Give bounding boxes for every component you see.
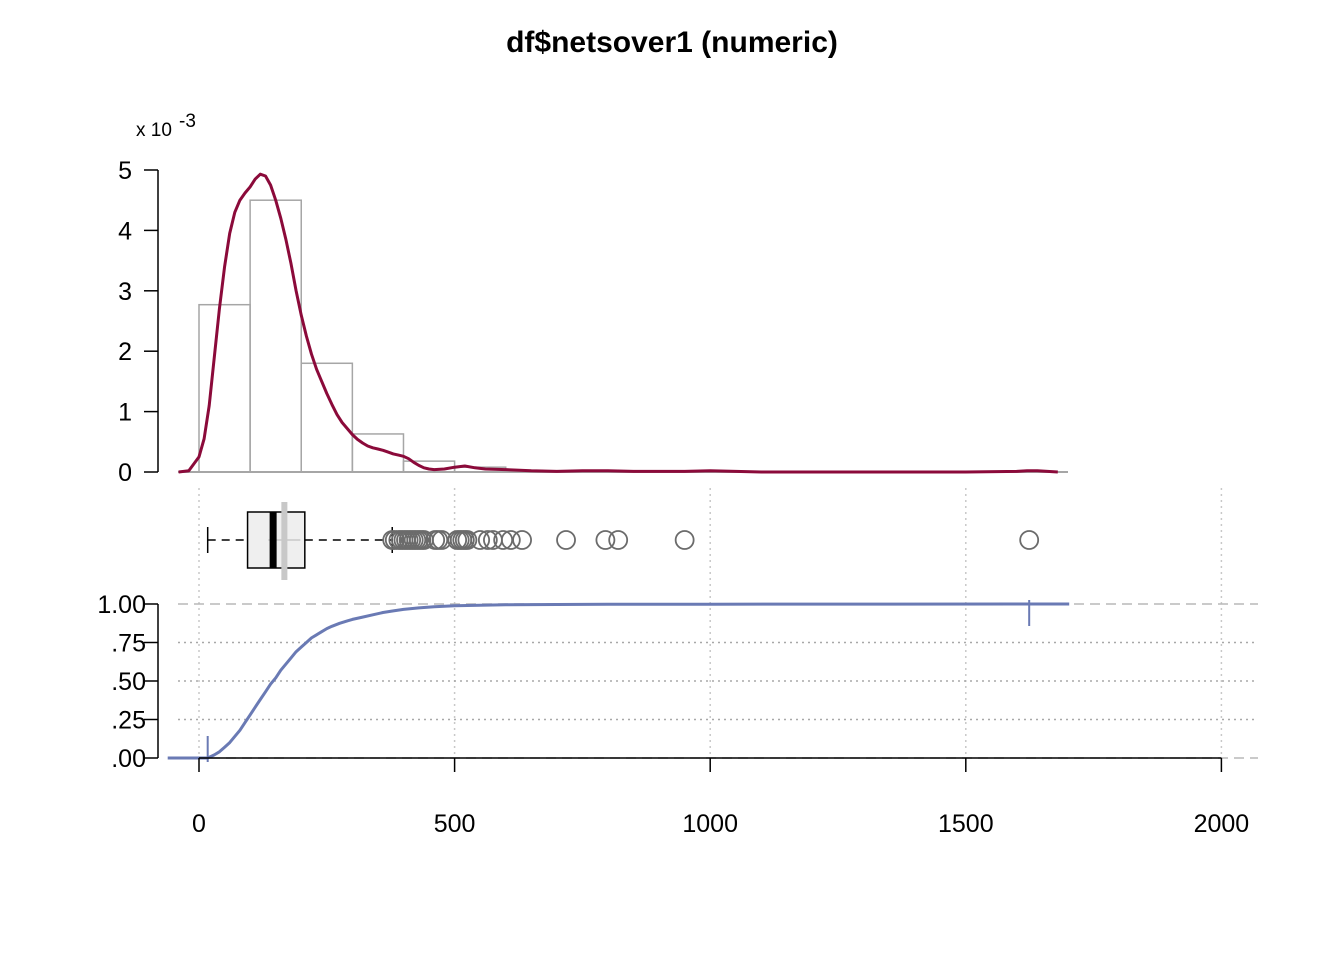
outlier-point xyxy=(457,530,478,550)
outlier-point xyxy=(595,530,616,550)
outlier-point xyxy=(493,530,514,550)
ecdf-curve xyxy=(167,602,1070,760)
histogram-y-tick-label: 3 xyxy=(118,278,132,306)
outlier-point xyxy=(477,530,498,550)
x-tick-label: 0 xyxy=(192,810,206,838)
histogram-y-scale-note: x 10 xyxy=(136,120,172,141)
outlier-point xyxy=(470,530,491,550)
ecdf-y-tick-label: .00 xyxy=(111,745,146,773)
outlier-point xyxy=(500,530,521,550)
histogram-bar xyxy=(300,362,354,473)
histogram-y-scale-exponent: -3 xyxy=(179,111,196,132)
x-tick-label: 1000 xyxy=(682,810,738,838)
x-tick-label: 1500 xyxy=(938,810,994,838)
histogram-y-tick-label: 2 xyxy=(118,338,132,366)
axes: 0 1 2 3 4 5x 10 -3 .00 .25 .50 .75 1.00 0 500 1000 1500… xyxy=(97,111,1249,838)
ecdf-panel xyxy=(167,600,1070,762)
histogram-y-tick-label: 1 xyxy=(118,399,132,427)
outlier-point xyxy=(1019,530,1040,550)
x-tick-label: 500 xyxy=(434,810,476,838)
outlier-point xyxy=(512,530,532,550)
density-curve xyxy=(178,172,1058,474)
outlier-point xyxy=(608,530,629,550)
ecdf-y-tick-label: .75 xyxy=(111,630,146,658)
boxplot-panel xyxy=(206,502,1040,580)
histogram-bar xyxy=(198,303,251,473)
x-tick-label: 2000 xyxy=(1194,810,1250,838)
chart-title: df$netsover1 (numeric) xyxy=(506,26,838,59)
histogram-y-tick-label: 0 xyxy=(118,459,132,487)
ecdf-y-tick-label: .25 xyxy=(111,707,146,735)
outlier-point xyxy=(674,530,695,550)
histogram-bar xyxy=(249,199,302,473)
histogram-panel xyxy=(178,172,1068,474)
histogram-y-tick-label: 4 xyxy=(118,217,132,245)
histogram-y-tick-label: 5 xyxy=(118,157,132,185)
ecdf-y-tick-label: 1.00 xyxy=(97,591,146,619)
outlier-point xyxy=(556,530,576,550)
ecdf-y-tick-label: .50 xyxy=(111,668,146,696)
